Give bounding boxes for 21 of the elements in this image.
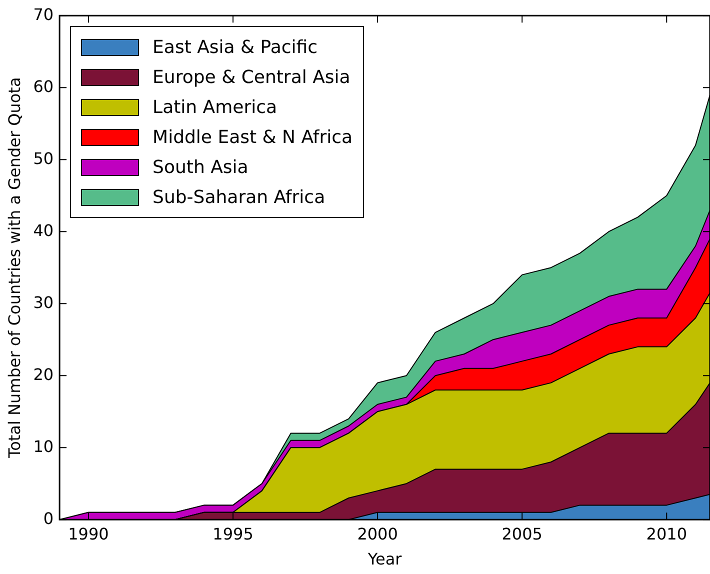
- y-tick-label: 60: [33, 76, 54, 96]
- y-tick-label: 50: [33, 148, 54, 168]
- x-tick-label: 2000: [357, 524, 398, 544]
- y-tick-label: 30: [33, 292, 54, 312]
- legend-label: Europe & Central Asia: [152, 67, 350, 88]
- x-tick-label: 1990: [68, 524, 109, 544]
- y-axis-title: Total Number of Countries with a Gender Quota: [4, 77, 24, 459]
- legend-label: Sub-Saharan Africa: [152, 187, 326, 208]
- legend-label: East Asia & Pacific: [152, 37, 318, 58]
- y-tick-label: 10: [33, 436, 54, 456]
- x-tick-label: 2005: [502, 524, 542, 544]
- legend-label: South Asia: [152, 157, 248, 178]
- legend-label: Latin America: [152, 97, 278, 118]
- y-tick-label: 40: [33, 220, 54, 240]
- x-tick-label: 2010: [646, 524, 687, 544]
- x-tick-label: 1995: [212, 524, 254, 544]
- y-tick-label: 70: [33, 4, 54, 24]
- legend-label: Middle East & N Africa: [152, 127, 353, 148]
- x-axis-title: Year: [366, 550, 402, 569]
- y-tick-label: 0: [43, 508, 54, 528]
- y-tick-label: 20: [33, 364, 54, 384]
